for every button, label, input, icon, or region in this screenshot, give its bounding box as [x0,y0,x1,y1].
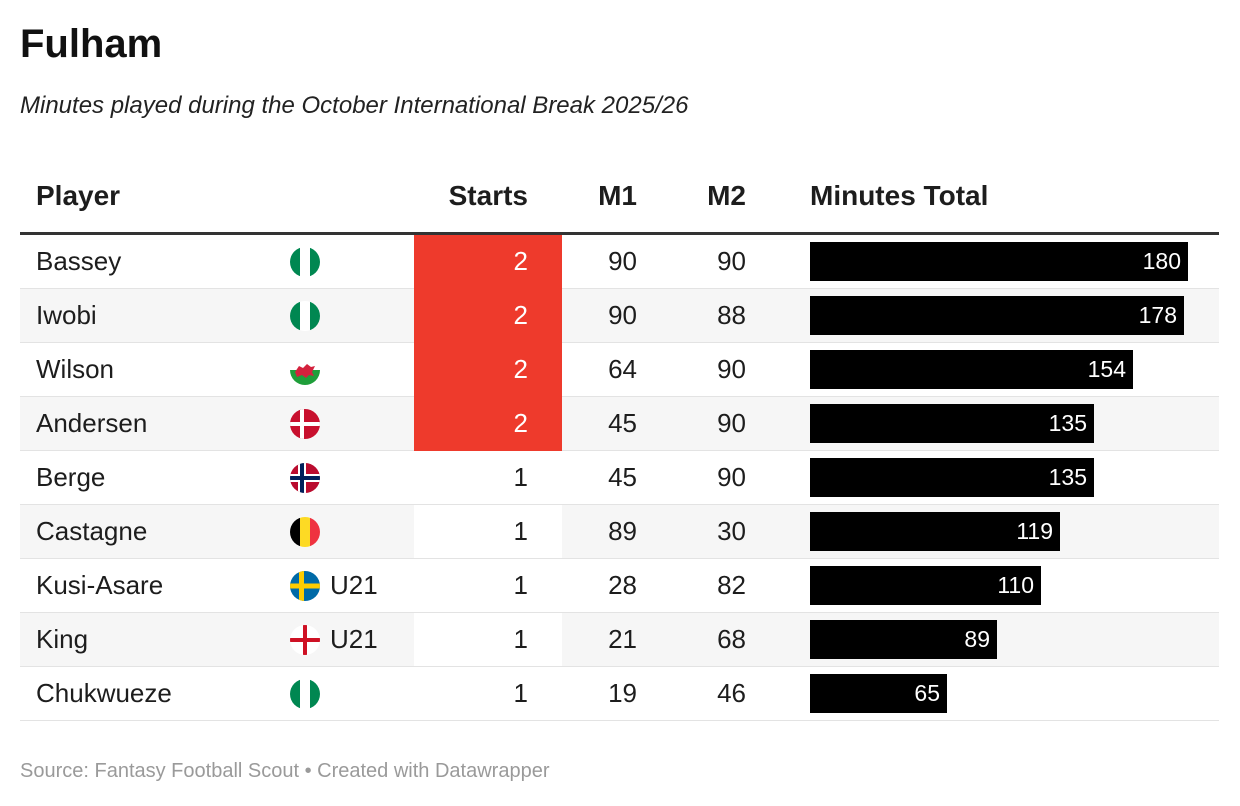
starts-value: 1 [513,570,528,600]
m2-value: 90 [717,246,746,276]
row-stripe [20,505,414,558]
player-name: King [36,624,89,654]
starts-value: 1 [513,624,528,654]
minutes-total-label: 89 [964,626,990,652]
m2-value: 90 [717,354,746,384]
table-row: King U21 1 21 68 89 [20,613,1219,667]
nigeria-flag-icon [290,679,320,709]
m1-value: 64 [608,354,637,384]
chart-subtitle: Minutes played during the October Intern… [20,92,689,119]
england-flag-icon [290,625,320,655]
squad-note: U21 [330,624,378,654]
player-name: Bassey [36,246,122,276]
player-name: Kusi-Asare [36,570,164,600]
row-stripe [20,289,414,342]
starts-value: 1 [513,516,528,546]
table-row: Wilson 2 64 90 154 [20,343,1219,397]
starts-value: 1 [513,678,528,708]
starts-highlight [414,235,562,289]
table-body: Bassey 2 90 90 180 Iwobi 2 90 88 178 Wilson 2 64 90 15… [20,235,1219,721]
header-starts: Starts [448,180,528,211]
norway-flag-icon [290,463,320,493]
starts-value: 2 [513,246,528,276]
table-header: Player Starts M1 M2 Minutes Total [20,170,1219,235]
starts-highlight [414,289,562,343]
starts-value: 2 [513,408,528,438]
minutes-total-bar: 89 [810,620,997,659]
player-name: Berge [36,462,106,492]
minutes-total-bar: 110 [810,566,1041,605]
minutes-total-label: 65 [914,680,940,706]
m1-value: 45 [608,408,637,438]
row-stripe [20,397,414,450]
sweden-flag-icon [290,571,320,601]
m1-value: 90 [608,246,637,276]
row-stripe [20,613,414,666]
table-row: Castagne 1 89 30 119 [20,505,1219,559]
player-name: Andersen [36,408,148,438]
m1-value: 89 [608,516,637,546]
minutes-total-label: 135 [1048,464,1087,490]
minutes-total-bar: 65 [810,674,947,713]
m2-value: 30 [717,516,746,546]
player-name: Chukwueze [36,678,172,708]
squad-note: U21 [330,570,378,600]
minutes-total-bar: 135 [810,404,1094,443]
minutes-total-label: 135 [1048,410,1087,436]
starts-value: 2 [513,300,528,330]
starts-highlight [414,397,562,451]
m2-value: 90 [717,408,746,438]
m1-value: 90 [608,300,637,330]
minutes-total-label: 178 [1138,302,1177,328]
minutes-total-label: 110 [997,572,1034,598]
chart-title: Fulham [20,22,163,66]
table-row: Kusi-Asare U21 1 28 82 110 [20,559,1219,613]
m1-value: 45 [608,462,637,492]
table-row: Andersen 2 45 90 135 [20,397,1219,451]
denmark-flag-icon [290,409,320,439]
m1-value: 28 [608,570,637,600]
belgium-flag-icon [290,517,320,547]
starts-value: 2 [513,354,528,384]
minutes-table: Player Starts M1 M2 Minutes Total Bassey… [20,170,1219,721]
header-player: Player [36,180,121,211]
m2-value: 88 [717,300,746,330]
header-minutes-total: Minutes Total [810,180,989,211]
nigeria-flag-icon [290,301,320,331]
minutes-total-bar: 119 [810,512,1060,551]
player-name: Wilson [36,354,115,384]
player-name: Iwobi [36,300,97,330]
minutes-total-label: 154 [1087,356,1126,382]
table-row: Chukwueze 1 19 46 65 [20,667,1219,721]
minutes-total-bar: 154 [810,350,1133,389]
m2-value: 90 [717,462,746,492]
player-name: Castagne [36,516,148,546]
m2-value: 68 [717,624,746,654]
m1-value: 19 [608,678,637,708]
starts-highlight [414,343,562,397]
minutes-total-bar: 135 [810,458,1094,497]
minutes-total-label: 180 [1142,248,1181,274]
nigeria-flag-icon [290,247,320,277]
table-row: Bassey 2 90 90 180 [20,235,1219,289]
header-m2: M2 [707,180,746,211]
minutes-total-label: 119 [1016,518,1053,544]
minutes-total-bar: 178 [810,296,1184,335]
m2-value: 46 [717,678,746,708]
table-row: Berge 1 45 90 135 [20,451,1219,505]
table-row: Iwobi 2 90 88 178 [20,289,1219,343]
m1-value: 21 [608,624,637,654]
m2-value: 82 [717,570,746,600]
starts-value: 1 [513,462,528,492]
wales-flag-icon [290,355,320,385]
minutes-total-bar: 180 [810,242,1188,281]
source-footer: Source: Fantasy Football Scout • Created… [20,760,550,782]
header-m1: M1 [598,180,637,211]
